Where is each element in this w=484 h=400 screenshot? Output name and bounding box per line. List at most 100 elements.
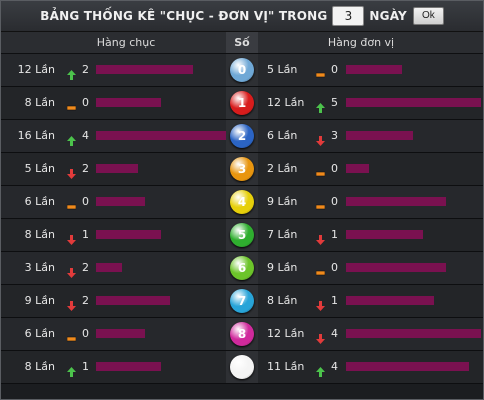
units-delta: 4 [331, 360, 338, 373]
tens-arrow-down-icon [67, 296, 76, 311]
units-arrow-up-icon [316, 362, 325, 377]
units-count: 9 Lần [267, 261, 298, 274]
digit-ball: 4 [230, 190, 254, 214]
days-input[interactable] [332, 6, 365, 26]
table-row: 8 Lần 0 1 12 Lần 5 [1, 87, 483, 120]
tens-count: 8 Lần [24, 96, 55, 109]
digit-ball: 5 [230, 223, 254, 247]
tens-arrow-down-icon [67, 263, 76, 278]
tens-bar [96, 65, 193, 74]
tens-bar [96, 98, 161, 107]
units-bar [346, 98, 481, 107]
tens-delta: 0 [82, 96, 89, 109]
tens-count: 8 Lần [24, 228, 55, 241]
table-row: 5 Lần 2 3 2 Lần 0 [1, 153, 483, 186]
units-column-header: Hàng đơn vị [327, 36, 395, 49]
units-count: 7 Lần [267, 228, 298, 241]
table-row: 12 Lần 2 0 5 Lần 0 [1, 54, 483, 87]
units-bar [346, 296, 434, 305]
units-delta: 0 [331, 261, 338, 274]
units-count: 12 Lần [267, 96, 305, 109]
tens-arrow-up-icon [67, 362, 76, 377]
units-delta: 0 [331, 195, 338, 208]
tens-dash-icon [66, 98, 77, 111]
header-title: BẢNG THỐNG KÊ "CHỤC - ĐƠN VỊ" TRONG [40, 9, 328, 23]
units-arrow-down-icon [316, 230, 325, 245]
stats-rows: 12 Lần 2 0 5 Lần 0 8 Lần 0 1 12 Lần 5 16 Lần 4 2 6 Lầ… [1, 54, 483, 384]
tens-count: 12 Lần [17, 63, 55, 76]
table-row: 8 Lần 1 5 7 Lần 1 [1, 219, 483, 252]
units-arrow-down-icon [316, 296, 325, 311]
units-count: 12 Lần [267, 327, 305, 340]
table-row: 16 Lần 4 2 6 Lần 3 [1, 120, 483, 153]
digit-ball: 0 [230, 58, 254, 82]
units-delta: 3 [331, 129, 338, 142]
digit-ball [230, 355, 254, 379]
tens-count: 3 Lần [24, 261, 55, 274]
tens-delta: 2 [82, 63, 89, 76]
tens-bar [96, 296, 170, 305]
units-bar [346, 197, 446, 206]
tens-delta: 4 [82, 129, 89, 142]
tens-delta: 1 [82, 228, 89, 241]
units-bar [346, 329, 481, 338]
units-bar [346, 65, 402, 74]
units-delta: 0 [331, 162, 338, 175]
tens-count: 8 Lần [24, 360, 55, 373]
tens-bar [96, 230, 161, 239]
table-row: 9 Lần 2 7 8 Lần 1 [1, 285, 483, 318]
digit-ball: 6 [230, 256, 254, 280]
tens-bar [96, 263, 122, 272]
tens-bar [96, 197, 145, 206]
tens-arrow-up-icon [67, 131, 76, 146]
tens-dash-icon [66, 329, 77, 342]
units-bar [346, 131, 413, 140]
table-row: 6 Lần 0 8 12 Lần 4 [1, 318, 483, 351]
digit-ball: 7 [230, 289, 254, 313]
units-delta: 1 [331, 294, 338, 307]
days-label: NGÀY [369, 9, 407, 23]
units-arrow-down-icon [316, 131, 325, 146]
tens-delta: 2 [82, 261, 89, 274]
tens-count: 9 Lần [24, 294, 55, 307]
ok-button[interactable]: Ok [412, 7, 444, 25]
units-dash-icon [315, 164, 326, 177]
table-row: 8 Lần 1 11 Lần 4 [1, 351, 483, 384]
units-count: 9 Lần [267, 195, 298, 208]
units-count: 2 Lần [267, 162, 298, 175]
units-bar [346, 362, 469, 371]
tens-count: 5 Lần [24, 162, 55, 175]
units-bar [346, 230, 423, 239]
units-bar [346, 263, 446, 272]
table-row: 3 Lần 2 6 9 Lần 0 [1, 252, 483, 285]
tens-bar [96, 131, 226, 140]
units-count: 11 Lần [267, 360, 305, 373]
table-row: 6 Lần 0 4 9 Lần 0 [1, 186, 483, 219]
tens-arrow-down-icon [67, 164, 76, 179]
tens-dash-icon [66, 197, 77, 210]
units-dash-icon [315, 263, 326, 276]
units-arrow-down-icon [316, 329, 325, 344]
units-count: 6 Lần [267, 129, 298, 142]
units-count: 5 Lần [267, 63, 298, 76]
tens-delta: 0 [82, 195, 89, 208]
units-arrow-up-icon [316, 98, 325, 113]
units-delta: 1 [331, 228, 338, 241]
tens-arrow-up-icon [67, 65, 76, 80]
tens-count: 6 Lần [24, 195, 55, 208]
units-delta: 0 [331, 63, 338, 76]
tens-count: 16 Lần [17, 129, 55, 142]
tens-bar [96, 362, 161, 371]
mid-header-bg [226, 32, 258, 53]
panel-header: BẢNG THỐNG KÊ "CHỤC - ĐƠN VỊ" TRONG NGÀY… [1, 1, 483, 32]
tens-column-header: Hàng chục [96, 36, 156, 49]
units-delta: 5 [331, 96, 338, 109]
column-headers: Hàng chục Số Hàng đơn vị [1, 32, 483, 54]
tens-bar [96, 164, 138, 173]
tens-arrow-down-icon [67, 230, 76, 245]
tens-bar [96, 329, 145, 338]
digit-ball: 2 [230, 124, 254, 148]
units-bar [346, 164, 369, 173]
units-delta: 4 [331, 327, 338, 340]
